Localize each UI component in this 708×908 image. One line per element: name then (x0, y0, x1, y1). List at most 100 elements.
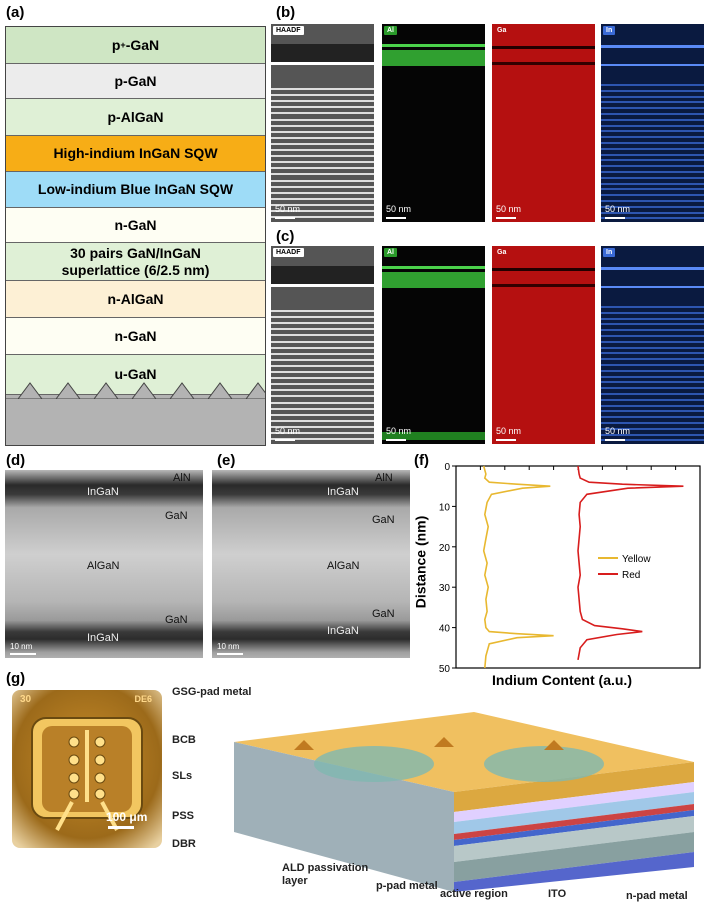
eds-scale-label: 50 nm (386, 426, 412, 436)
eds-map-c-al: Al 50 nm (382, 246, 485, 444)
epitaxial-layer-stack: p + -GaN p-GaN p-AlGaN High-indium InGaN SQW L… (5, 26, 266, 446)
tem-label-ingan-top: InGaN (87, 486, 119, 498)
panel-label-d: (d) (6, 452, 26, 469)
layer-2: p-AlGaN (6, 99, 265, 136)
eds-scale-label: 50 nm (496, 204, 522, 214)
eds-scale-label: 50 nm (496, 426, 522, 436)
callout-ito: ITO (548, 888, 567, 900)
layer-5: n-GaN (6, 208, 265, 243)
eds-tag-ga: Ga (494, 26, 510, 35)
legend-label-yellow: Yellow (622, 554, 651, 565)
layer-4: Low-indium Blue InGaN SQW (6, 172, 265, 208)
eds-scale-label: 50 nm (275, 426, 301, 436)
pss-pattern (6, 382, 265, 399)
eds-map-b-haadf: HAADF 50 nm (271, 24, 374, 222)
y-tick-label: 50 (439, 664, 451, 675)
panel-label-a: (a) (6, 4, 25, 21)
tem-texture-e (212, 470, 410, 658)
chart-ylabel: Distance (nm) (412, 515, 429, 609)
tem-label-gan-bottom: GaN (165, 614, 188, 626)
tem-label-aln-e: AlN (375, 472, 393, 484)
tem-image-e: AlN InGaN GaN AlGaN GaN InGaN 10 nm (212, 470, 410, 658)
y-tick-label: 10 (439, 502, 451, 513)
callout-bcb: BCB (172, 734, 196, 746)
eds-tag-in: In (603, 26, 616, 35)
tem-label-aln: AlN (173, 472, 191, 484)
chip-label-tl: 30 (20, 694, 32, 705)
chip-scale-label: 100 μm (106, 810, 148, 824)
eds-tag-haadf: HAADF (273, 248, 304, 257)
tem-label-algan: AlGaN (87, 560, 120, 572)
layer-0: p + -GaN (6, 27, 265, 64)
eds-map-c-in: In 50 nm (601, 246, 704, 444)
y-tick-label: 0 (444, 462, 450, 473)
indium-profile-chart: 0 10 20 30 40 50 Yellow Red Indium Content (a.u… (412, 458, 704, 690)
eds-scalebar (386, 439, 406, 441)
eds-map-c-haadf: HAADF 50 nm (271, 246, 374, 444)
panel-label-g: (g) (6, 670, 26, 687)
callout-gsg: GSG-pad metal (172, 686, 252, 698)
chart-xlabel: Indium Content (a.u.) (492, 672, 632, 688)
series-line-yellow (482, 465, 554, 669)
tem-scalebar-d (10, 653, 36, 655)
panel-label-c: (c) (276, 228, 295, 245)
tem-texture-d (5, 470, 203, 658)
tem-label-gan-top: GaN (165, 510, 188, 522)
tem-image-d: AlN InGaN GaN AlGaN GaN InGaN 10 nm (5, 470, 203, 658)
tem-label-ingan-bottom-e: InGaN (327, 625, 359, 637)
eds-scale-label: 50 nm (605, 426, 631, 436)
eds-scalebar (386, 217, 406, 219)
layer-8: n-GaN (6, 318, 265, 355)
panel-label-b: (b) (276, 4, 296, 21)
callout-active: active region (440, 888, 508, 900)
layer-3: High-indium InGaN SQW (6, 136, 265, 172)
tem-label-algan-e: AlGaN (327, 560, 360, 572)
eds-map-b-al: Al 50 nm (382, 24, 485, 222)
eds-tag-al: Al (384, 248, 397, 257)
y-tick-label: 20 (439, 543, 451, 554)
eds-tag-in: In (603, 248, 616, 257)
eds-scalebar (275, 439, 295, 441)
eds-tag-al: Al (384, 26, 397, 35)
tem-label-ingan-top-e: InGaN (327, 486, 359, 498)
tem-scale-d: 10 nm (10, 642, 33, 651)
panel-label-f: (f) (414, 452, 429, 469)
eds-scalebar (605, 439, 625, 441)
chip-label-tr: DE6 (134, 694, 152, 704)
callout-ppad: p-pad metal (376, 880, 438, 892)
eds-scalebar (496, 217, 516, 219)
callout-pss: PSS (172, 810, 195, 822)
tem-scalebar-e (217, 653, 243, 655)
legend-label-red: Red (622, 570, 640, 581)
tem-label-gan-bottom-e: GaN (372, 608, 395, 620)
tem-scale-e: 10 nm (217, 642, 240, 651)
device-photo-svg (12, 690, 162, 848)
tem-label-gan-top-e: GaN (372, 514, 395, 526)
layer-1: p-GaN (6, 64, 265, 99)
eds-scale-label: 50 nm (386, 204, 412, 214)
layer-7: n-AlGaN (6, 281, 265, 318)
eds-map-c-ga: Ga 50 nm (492, 246, 595, 444)
device-photo: 30 DE6 100 μm (12, 690, 162, 848)
eds-scalebar (275, 217, 295, 219)
substrate (6, 395, 265, 445)
eds-map-b-in: In 50 nm (601, 24, 704, 222)
eds-scalebar (605, 217, 625, 219)
callout-npad: n-pad metal (626, 890, 688, 902)
panel-label-e: (e) (217, 452, 236, 469)
tem-label-ingan-bottom: InGaN (87, 632, 119, 644)
layer-6: 30 pairs GaN/InGaN superlattice (6/2.5 n… (6, 243, 265, 281)
eds-scale-label: 50 nm (605, 204, 631, 214)
chart-frame (455, 465, 701, 669)
callout-ald: ALD passivation layer (282, 862, 369, 887)
device-schematic (224, 692, 704, 892)
eds-tag-haadf: HAADF (273, 26, 304, 35)
y-tick-label: 30 (439, 583, 451, 594)
series-line-red (577, 465, 684, 661)
device-schematic-svg (234, 712, 694, 892)
indium-profile-svg: 0 10 20 30 40 50 Yellow Red (439, 462, 701, 675)
eds-scalebar (496, 439, 516, 441)
eds-tag-ga: Ga (494, 248, 510, 257)
y-tick-label: 40 (439, 624, 451, 635)
eds-scale-label: 50 nm (275, 204, 301, 214)
